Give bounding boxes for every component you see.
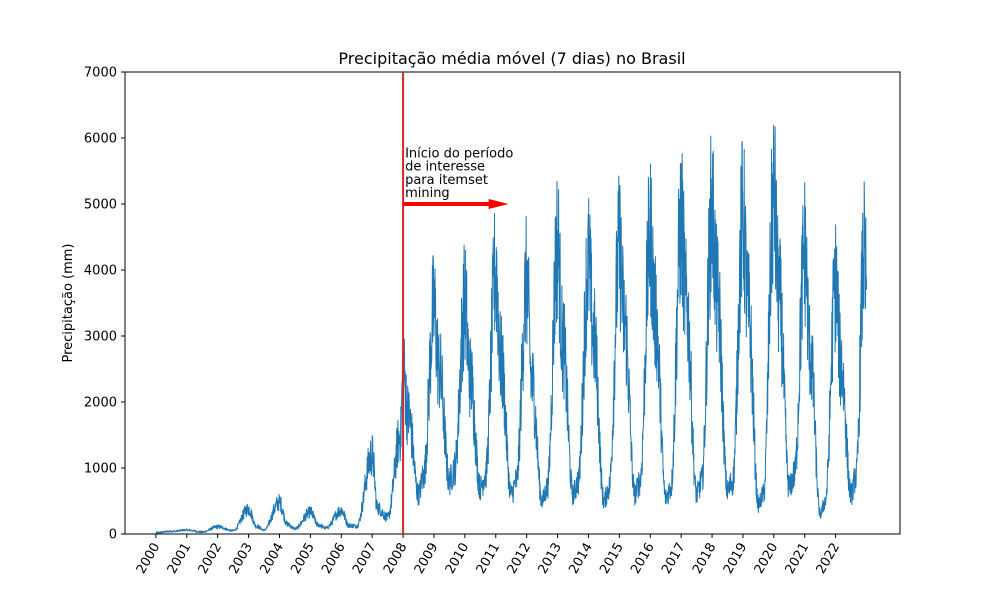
x-tick-label: 2015 xyxy=(597,541,627,577)
x-tick-label: 2017 xyxy=(659,541,689,577)
annotation-text-line: Início do período xyxy=(405,146,513,161)
plot-frame xyxy=(124,71,901,535)
annotation-text-line: de interesse xyxy=(405,160,485,175)
x-tick-label: 2002 xyxy=(196,541,226,577)
x-tick-label: 2014 xyxy=(566,541,596,577)
y-tick-label: 0 xyxy=(109,528,117,543)
y-tick-label: 7000 xyxy=(84,66,117,81)
x-tick-label: 2011 xyxy=(474,541,504,577)
x-tick-label: 2016 xyxy=(628,541,658,577)
x-tick-label: 2018 xyxy=(690,541,720,577)
y-axis: 0 1000 2000 3000 4000 5000 6000 7000 xyxy=(84,66,125,543)
x-tick-label: 2013 xyxy=(535,541,565,577)
x-tick-label: 2010 xyxy=(443,541,473,577)
x-tick-label: 2000 xyxy=(134,541,164,577)
y-tick-label: 1000 xyxy=(84,462,117,477)
x-tick-label: 2001 xyxy=(165,541,195,577)
y-tick-label: 3000 xyxy=(84,330,117,345)
y-tick-label: 6000 xyxy=(84,132,117,147)
y-tick-label: 4000 xyxy=(84,264,117,279)
x-tick-label: 2004 xyxy=(257,541,287,577)
y-tick-label: 2000 xyxy=(84,396,117,411)
chart-title: Precipitação média móvel (7 dias) no Bra… xyxy=(338,49,685,68)
annotation-arrow-head xyxy=(488,199,509,209)
x-tick-label: 2009 xyxy=(412,541,442,577)
x-tick-label: 2003 xyxy=(227,541,257,577)
x-tick-label: 2022 xyxy=(814,541,844,577)
x-tick-label: 2007 xyxy=(350,541,380,577)
x-axis: 2000 2001 2002 2003 2004 2005 2006 2007 2008 2009… xyxy=(134,534,843,577)
x-tick-label: 2005 xyxy=(288,541,318,577)
x-tick-label: 2021 xyxy=(783,541,813,577)
x-tick-label: 2008 xyxy=(381,541,411,577)
annotation-text-line: para itemset xyxy=(405,173,488,188)
y-axis-label: Precipitação (mm) xyxy=(61,243,76,362)
x-tick-label: 2019 xyxy=(721,541,751,577)
y-tick-label: 5000 xyxy=(84,198,117,213)
series-line xyxy=(155,124,867,534)
x-tick-label: 2012 xyxy=(505,541,535,577)
plot-layer xyxy=(155,124,867,534)
annotation-text-line: mining xyxy=(405,186,450,201)
x-tick-label: 2020 xyxy=(752,541,782,577)
x-tick-label: 2006 xyxy=(319,541,349,577)
